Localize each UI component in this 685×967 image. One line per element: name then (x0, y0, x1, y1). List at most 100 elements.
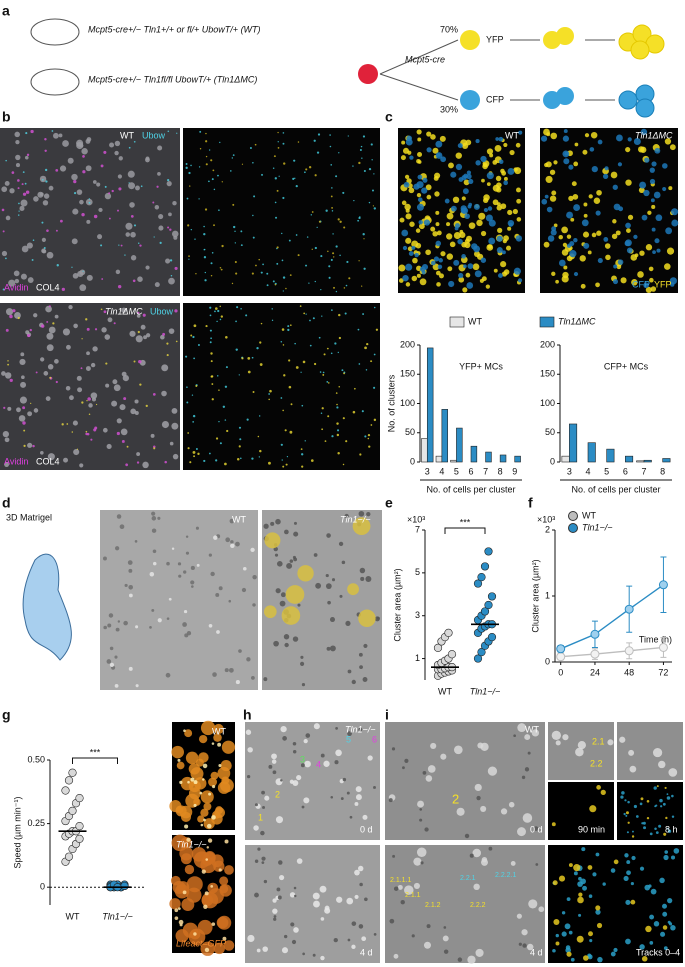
image-texture (656, 785, 659, 788)
image-texture (486, 172, 494, 180)
image-texture (211, 815, 216, 820)
image-texture (516, 913, 522, 919)
image-texture (219, 141, 221, 144)
image-texture (46, 229, 49, 232)
image-texture (230, 540, 234, 544)
image-texture (202, 778, 205, 781)
image-texture (211, 178, 214, 181)
image-texture (204, 947, 210, 953)
image-texture (416, 847, 427, 858)
image-texture (162, 332, 166, 336)
image-texture (336, 406, 339, 409)
image-texture (496, 187, 502, 193)
y-tick-label: 0 (40, 882, 45, 892)
image-texture (370, 143, 373, 146)
image-texture (662, 163, 668, 169)
data-point (447, 650, 457, 659)
image-texture (289, 324, 292, 327)
image-texture (309, 344, 312, 347)
image-texture (245, 314, 248, 317)
image-texture (297, 565, 314, 582)
image-texture (486, 244, 494, 251)
image-texture (456, 807, 465, 816)
image-texture (183, 729, 186, 732)
image-texture (330, 258, 333, 261)
image-texture (116, 514, 122, 519)
image-texture (221, 244, 224, 248)
image-texture (219, 442, 222, 445)
image-texture (115, 546, 120, 551)
chart-title: YFP+ MCs (459, 361, 503, 371)
image-texture (582, 149, 588, 155)
image-texture (126, 445, 129, 448)
image-texture (568, 164, 574, 170)
image-texture (179, 923, 183, 927)
image-texture (205, 132, 207, 135)
image-texture (371, 159, 373, 161)
image-texture (461, 254, 466, 259)
x-tick-label: 4 (439, 466, 444, 476)
image-texture (266, 284, 269, 287)
image-texture (351, 944, 356, 949)
panel-label: b (2, 109, 11, 125)
image-texture (313, 900, 320, 908)
image-texture (194, 238, 196, 240)
image-texture (190, 565, 195, 571)
image-texture (103, 556, 107, 561)
image-texture (81, 212, 85, 217)
image-texture (190, 228, 193, 231)
image-texture (422, 177, 428, 183)
image-texture (261, 856, 266, 861)
image-label: 0 d (530, 824, 543, 834)
image-texture (166, 181, 172, 187)
image-texture (327, 600, 331, 605)
image-texture (401, 140, 406, 145)
image-texture (199, 148, 202, 150)
image-texture (313, 553, 318, 557)
image-texture (571, 181, 577, 187)
image-texture (85, 165, 92, 172)
image-texture (351, 921, 357, 926)
image-texture (620, 277, 627, 284)
image-texture (279, 874, 285, 881)
x-tick-label: 4 (585, 466, 590, 476)
image-texture (252, 391, 255, 393)
image-texture (321, 315, 323, 317)
image-texture (480, 230, 487, 237)
image-texture (649, 914, 655, 920)
image-texture (21, 375, 25, 380)
image-texture (52, 322, 55, 325)
image-texture (209, 314, 212, 317)
image-texture (212, 169, 215, 172)
image-texture (464, 833, 470, 839)
image-texture (292, 742, 297, 746)
image-texture (90, 362, 96, 368)
image-texture (338, 541, 344, 547)
image-texture (300, 661, 305, 666)
image-texture (124, 583, 128, 588)
image-texture (218, 868, 222, 872)
cell-drawing (22, 553, 72, 661)
image-texture (31, 259, 34, 261)
image-texture (68, 305, 73, 310)
image-texture (544, 194, 549, 199)
image-texture (173, 235, 178, 240)
image-texture (261, 861, 265, 865)
image-texture (254, 803, 258, 807)
image-texture (477, 742, 484, 749)
image-texture (492, 199, 499, 206)
image-texture (333, 256, 335, 258)
image-texture (331, 435, 334, 438)
image-texture (349, 815, 353, 819)
image-texture (515, 142, 521, 148)
image-texture (7, 360, 9, 362)
image-texture (182, 890, 187, 895)
image-labels: WT Ubow Avidin COL4 Tln1ΔMC Ubow Avidin … (4, 130, 685, 957)
image-texture (649, 832, 653, 836)
image-texture (330, 352, 333, 355)
x-tick-label: WT (438, 686, 452, 696)
image-texture (566, 234, 572, 239)
image-texture (247, 934, 255, 943)
image-texture (186, 631, 192, 636)
image-texture (276, 887, 281, 892)
